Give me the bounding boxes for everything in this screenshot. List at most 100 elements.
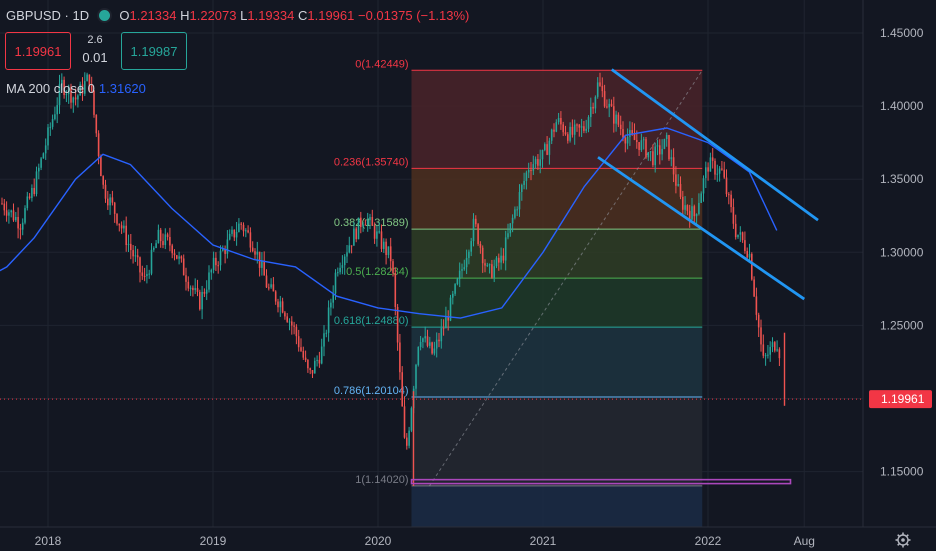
candle-body — [583, 126, 585, 131]
candle-body — [537, 159, 539, 166]
symbol-name[interactable]: GBPUSD — [6, 8, 61, 23]
candle-body — [718, 168, 721, 174]
candle-body — [284, 312, 286, 317]
high-label: H — [180, 8, 190, 23]
candle-body — [417, 346, 420, 365]
candle-body — [479, 243, 482, 248]
price-tick-label: 1.30000 — [880, 245, 924, 259]
candle-body — [387, 246, 390, 255]
candle-body — [509, 223, 512, 234]
candle-body — [176, 255, 178, 259]
fib-level-label: 0.5(1.28234) — [346, 266, 408, 278]
candle-body — [571, 126, 574, 135]
candle-body — [769, 346, 771, 355]
candle-body — [587, 117, 590, 129]
candle-body — [49, 126, 52, 128]
candle-body — [383, 241, 385, 249]
candle-body — [488, 264, 491, 266]
candle-body — [452, 293, 454, 298]
close-value: 1.19961 — [307, 8, 355, 23]
candle-body — [180, 256, 183, 259]
candle-body — [631, 130, 633, 134]
candle-body — [84, 81, 86, 94]
fib-zone — [411, 327, 703, 397]
candle-body — [100, 156, 102, 177]
candle-body — [77, 95, 79, 100]
close-label: C — [297, 8, 308, 23]
candle-body — [173, 253, 176, 256]
candle-body — [357, 217, 360, 240]
time-axis — [0, 527, 936, 551]
low-label: L — [240, 8, 248, 23]
settings-gear-icon[interactable] — [895, 532, 911, 548]
candle-body — [550, 129, 553, 141]
candle-body — [401, 372, 403, 407]
candle-body — [594, 96, 597, 109]
candle-body — [438, 339, 440, 342]
candle-body — [339, 267, 341, 273]
candle-body — [369, 217, 371, 221]
candle-body — [410, 408, 413, 431]
candle-body — [74, 97, 77, 100]
candle-body — [277, 301, 279, 308]
candle-body — [341, 265, 344, 268]
candle-body — [389, 246, 392, 262]
candle-body — [709, 157, 712, 172]
candle-body — [196, 288, 199, 292]
candle-body — [527, 169, 530, 173]
candle-body — [337, 272, 339, 274]
candle-body — [242, 224, 245, 232]
candle-body — [8, 212, 10, 216]
candle-body — [72, 97, 75, 103]
ma-legend[interactable]: MA 200 close 0 1.31620 — [6, 81, 146, 96]
ma-value: 1.31620 — [98, 81, 146, 96]
price-tick-label: 1.45000 — [880, 26, 924, 40]
candle-body — [343, 256, 346, 266]
candle-body — [378, 231, 380, 233]
candle-body — [109, 197, 111, 206]
candle-body — [254, 251, 256, 255]
candle-body — [767, 354, 769, 356]
candle-body — [721, 168, 723, 170]
gear-hub — [901, 538, 905, 542]
candle-body — [578, 124, 581, 128]
candle-body — [392, 261, 394, 273]
spread-top: 2.6 — [87, 34, 103, 46]
candle-body — [613, 106, 615, 124]
buy-button[interactable]: 1.19987 — [121, 32, 187, 70]
candle-body — [293, 325, 295, 327]
candle-body — [564, 132, 567, 135]
candle-body — [541, 149, 544, 160]
sell-button[interactable]: 1.19961 — [5, 32, 71, 70]
last-price-tag — [869, 390, 932, 409]
candle-body — [150, 249, 153, 274]
candle-body — [606, 106, 608, 108]
candle-body — [693, 206, 696, 217]
candle-body — [210, 269, 213, 273]
candle-body — [226, 239, 229, 254]
time-tick-label: 2018 — [35, 534, 62, 548]
candle-body — [88, 74, 91, 86]
candle-body — [525, 172, 528, 181]
candle-body — [104, 184, 107, 199]
interval-label[interactable]: 1D — [72, 8, 90, 23]
candle-body — [555, 122, 558, 132]
candle-body — [58, 84, 61, 106]
candle-body — [403, 406, 406, 438]
candle-body — [272, 284, 275, 292]
candle-body — [251, 247, 254, 252]
candle-body — [445, 316, 447, 329]
candle-body — [81, 84, 84, 94]
gear-tooth — [897, 542, 901, 546]
high-value: 1.22073 — [189, 8, 237, 23]
candle-body — [159, 229, 162, 242]
candle-body — [523, 180, 525, 185]
candle-body — [169, 236, 171, 246]
candle-body — [654, 146, 656, 166]
candle-body — [716, 173, 719, 175]
fib-level-label: 0.382(1.31589) — [334, 217, 409, 229]
candle-body — [61, 79, 63, 85]
candle-body — [346, 252, 348, 257]
fib-zone — [411, 168, 703, 230]
